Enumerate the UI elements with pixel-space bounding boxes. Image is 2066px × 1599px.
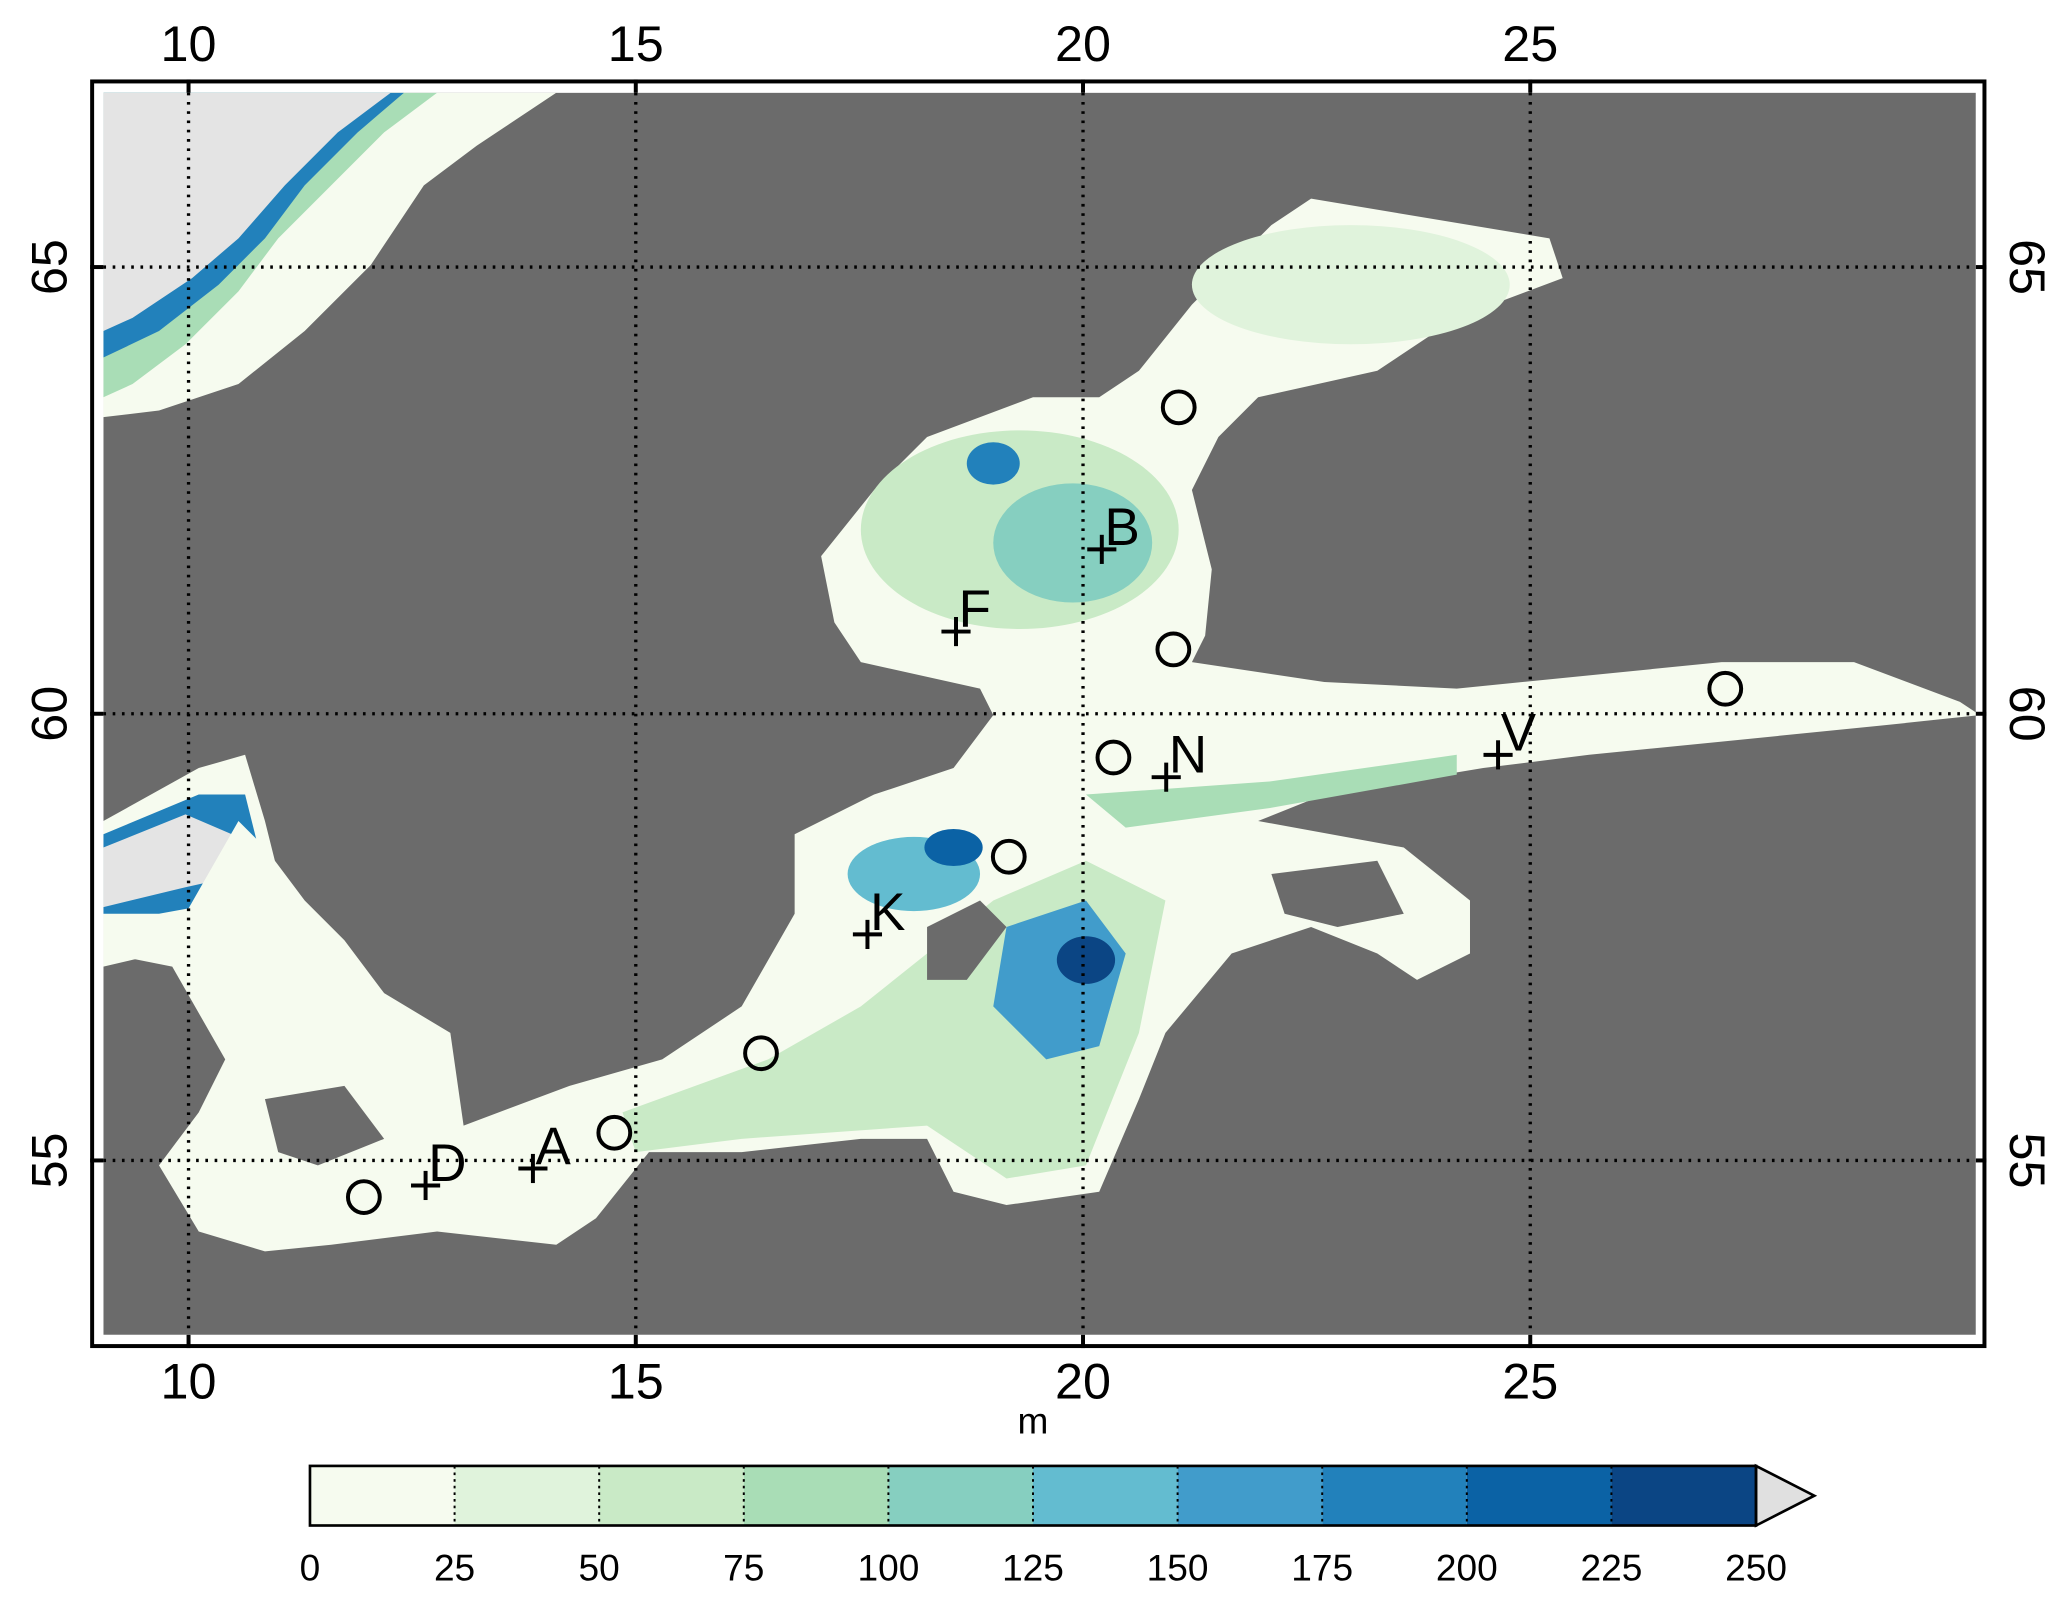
station: B <box>1087 498 1140 564</box>
site-circle <box>990 838 1027 875</box>
map-area <box>103 92 1976 1335</box>
colorbar-segment <box>888 1465 1033 1526</box>
site-circle <box>1160 389 1197 426</box>
x-tick-label: 15 <box>608 15 664 72</box>
colorbar-tick-label: 100 <box>857 1546 919 1588</box>
colorbar-label: m <box>1018 1399 1049 1441</box>
site-circle <box>596 1114 633 1151</box>
colorbar-tick-label: 175 <box>1291 1546 1353 1588</box>
station: V <box>1483 703 1537 770</box>
over-range <box>103 92 391 332</box>
station-label: D <box>428 1134 466 1193</box>
y-tick-label: 60 <box>1999 686 2056 742</box>
over-range <box>103 814 246 908</box>
station-label: N <box>1169 726 1207 785</box>
colorbar-tick-label: 75 <box>723 1546 764 1588</box>
site-circle <box>1707 670 1744 707</box>
colorbar-tick-label: 50 <box>579 1546 620 1588</box>
y-tick-label: 65 <box>20 239 77 295</box>
x-tick-label: 25 <box>1502 1352 1558 1409</box>
site-circle <box>1155 631 1192 668</box>
colorbar-tick-label: 0 <box>300 1546 321 1588</box>
colorbar-segment <box>599 1465 744 1526</box>
depth-zone <box>966 442 1020 485</box>
x-tick-label: 20 <box>1055 15 1111 72</box>
island <box>264 1085 385 1166</box>
colorbar-tick-label: 25 <box>434 1546 475 1588</box>
station-label: B <box>1104 498 1139 557</box>
sea <box>106 198 1976 1252</box>
island <box>1271 860 1404 927</box>
site-circle <box>345 1179 382 1215</box>
y-tick-label: 55 <box>20 1132 77 1188</box>
y-tick-label: 65 <box>1999 239 2056 295</box>
colorbar-segment <box>1466 1465 1612 1526</box>
colorbar-segment <box>1177 1465 1323 1526</box>
colorbar-segment <box>743 1465 889 1526</box>
island <box>927 900 1007 980</box>
station-label: V <box>1501 703 1537 762</box>
x-tick-label: 20 <box>1055 1352 1111 1409</box>
site-circle <box>743 1035 779 1072</box>
x-tick-label: 10 <box>161 1352 217 1409</box>
x-tick-label: 10 <box>161 15 217 72</box>
depth-zone <box>1191 225 1510 345</box>
station: N <box>1151 726 1207 792</box>
depth-zone <box>1085 754 1457 828</box>
colorbar-tick-label: 225 <box>1580 1546 1642 1588</box>
station: F <box>941 580 991 647</box>
depth-zone <box>1056 936 1116 984</box>
colorbar-tick-label: 200 <box>1436 1546 1498 1588</box>
colorbar-tick-label: 125 <box>1002 1546 1064 1588</box>
station-label: A <box>536 1117 572 1176</box>
depth-zone <box>993 483 1153 603</box>
x-tick-label: 15 <box>608 1352 664 1409</box>
y-tick-label: 55 <box>1999 1132 2056 1188</box>
depth-zone <box>924 828 983 867</box>
y-tick-label: 60 <box>20 686 77 742</box>
station: A <box>518 1117 572 1184</box>
overlay: 10 10 15 15 20 20 25 25 55 55 60 60 65 65 B F N V K D A 0 25 50… <box>20 15 2056 1588</box>
station-label: K <box>870 883 905 942</box>
x-tick-label: 25 <box>1502 15 1558 72</box>
site-circle <box>1095 739 1132 776</box>
colorbar-segment <box>1611 1465 1757 1526</box>
station-label: F <box>959 580 991 639</box>
station: D <box>411 1134 466 1201</box>
colorbar-frame <box>308 1464 1758 1527</box>
colorbar-tick-label: 250 <box>1725 1546 1787 1588</box>
colorbar-tick-label: 150 <box>1147 1546 1209 1588</box>
colorbar-segment <box>1033 1465 1178 1526</box>
station: K <box>852 883 905 949</box>
colorbar-segment <box>309 1465 455 1526</box>
colorbar-segment <box>1322 1465 1467 1526</box>
colorbar-segment <box>454 1465 600 1526</box>
